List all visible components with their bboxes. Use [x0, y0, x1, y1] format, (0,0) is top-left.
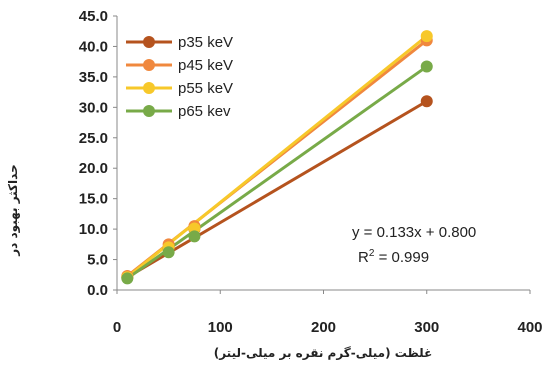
legend-label: p45 keV — [178, 57, 233, 74]
y-tick-label: 40.0 — [79, 38, 108, 55]
series-line — [126, 34, 428, 279]
r-squared-value: = 0.999 — [374, 249, 429, 266]
legend: p35 keV p45 keV p55 keV p65 kev — [126, 34, 233, 120]
data-point — [420, 30, 433, 43]
x-tick-label: 100 — [208, 319, 233, 336]
y-tick-label: 45.0 — [79, 8, 108, 25]
data-point — [188, 230, 201, 243]
r-squared-exponent: 2 — [369, 248, 375, 259]
x-axis-title: غلظت (میلی-گرم نقره بر میلی-لیتر) — [214, 346, 433, 361]
legend-marker — [143, 82, 155, 94]
x-tick-label: 300 — [414, 319, 439, 336]
legend-marker — [143, 59, 155, 71]
series-points — [121, 30, 433, 285]
data-point — [162, 246, 175, 259]
legend-marker — [143, 105, 155, 117]
series-lines — [126, 34, 428, 280]
legend-label: p35 keV — [178, 34, 233, 51]
series-line — [126, 65, 428, 280]
data-point — [420, 95, 433, 108]
series-line — [126, 99, 428, 279]
legend-marker — [143, 36, 155, 48]
x-tick-label: 400 — [517, 319, 542, 336]
y-tick-label: 0.0 — [87, 282, 108, 299]
y-axis-title: حداکثر بهبود در — [6, 164, 21, 256]
y-tick-label: 35.0 — [79, 69, 108, 86]
y-tick-label: 15.0 — [79, 191, 108, 208]
y-tick-label: 25.0 — [79, 130, 108, 147]
r-squared-label: R2 = 0.999 — [358, 248, 429, 266]
r-squared-prefix: R — [358, 249, 369, 266]
ticks: 0.0 5.0 10.0 15.0 20.0 25.0 30.0 35.0 40.0 45.0 0 1… — [79, 8, 543, 336]
data-point — [121, 272, 134, 285]
legend-label: p55 keV — [178, 80, 233, 97]
x-tick-label: 0 — [113, 319, 121, 336]
data-point — [420, 60, 433, 73]
y-tick-label: 5.0 — [87, 252, 108, 269]
y-tick-label: 30.0 — [79, 99, 108, 116]
x-tick-label: 200 — [311, 319, 336, 336]
y-tick-label: 10.0 — [79, 221, 108, 238]
trendline-equation: y = 0.133x + 0.800 — [352, 224, 476, 241]
y-tick-label: 20.0 — [79, 160, 108, 177]
legend-label: p65 kev — [178, 103, 231, 120]
